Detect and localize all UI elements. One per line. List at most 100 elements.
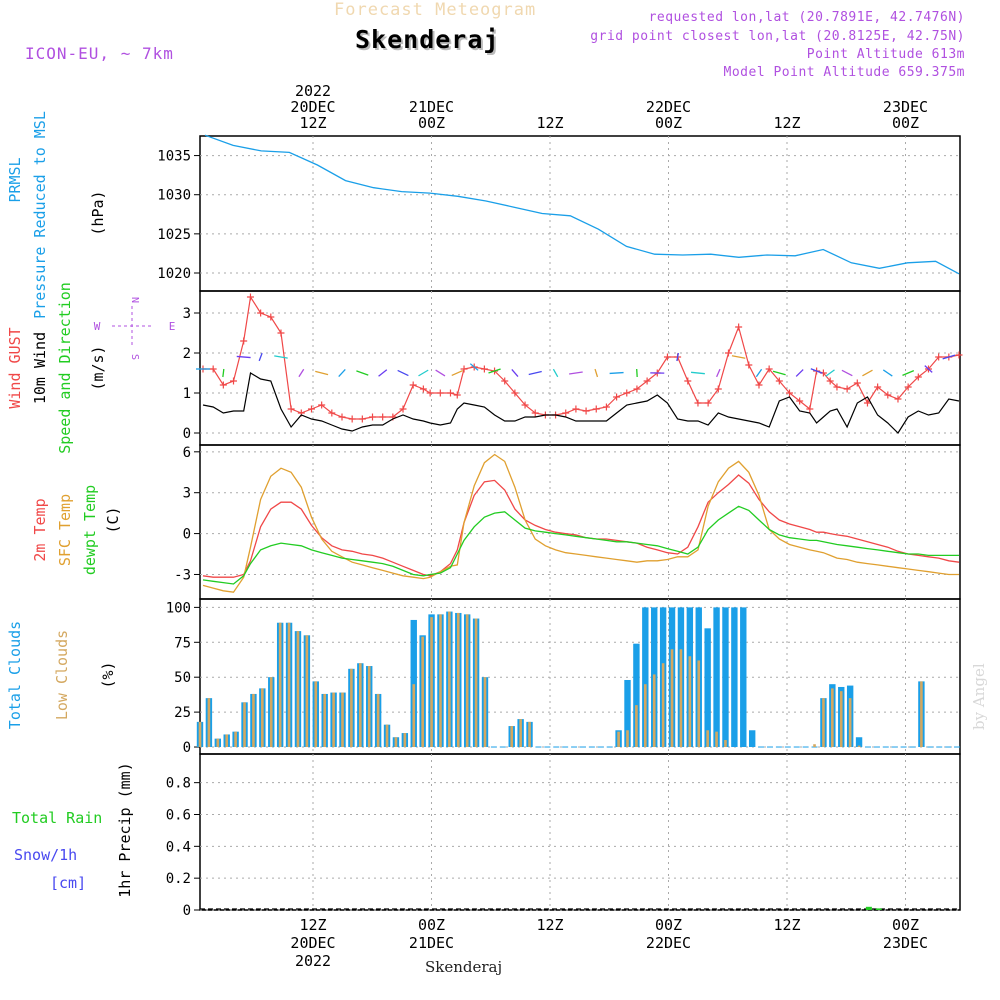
y-tick-label: 0.8 xyxy=(166,776,191,792)
low-cloud-bar xyxy=(465,614,469,748)
gust-point xyxy=(735,323,743,331)
low-cloud-bar xyxy=(359,663,362,748)
gust-point xyxy=(724,349,732,357)
bottom-time-label: 21DEC xyxy=(409,934,454,952)
y-tick-label: 1030 xyxy=(157,188,191,204)
low-cloud-bar xyxy=(831,688,834,748)
y-tick-label: -3 xyxy=(174,567,191,583)
low-cloud-bar xyxy=(635,705,638,748)
low-cloud-bar xyxy=(376,693,380,748)
bottom-time-label: 12Z xyxy=(773,916,800,934)
wind-direction-arrow xyxy=(569,371,583,375)
snow-unit-label: [cm] xyxy=(50,874,86,892)
wind-direction-arrow xyxy=(528,370,542,376)
gust-point xyxy=(562,409,570,417)
wind-direction-arrow xyxy=(469,363,479,371)
gust-point xyxy=(694,399,702,407)
gust-label: Wind GUST xyxy=(6,327,24,408)
wind-direction-arrow xyxy=(810,368,823,374)
low-cloud-bar xyxy=(456,612,460,748)
gust-point xyxy=(613,393,621,401)
compass-south: S xyxy=(129,354,140,360)
low-cloud-bar xyxy=(341,692,344,748)
gust-point xyxy=(796,397,804,405)
gust-point xyxy=(436,389,444,397)
low-cloud-bar xyxy=(252,693,255,748)
low-cloud-bar xyxy=(617,731,620,748)
gust-point xyxy=(935,353,943,361)
gust-point xyxy=(904,383,912,391)
low-cloud-bar xyxy=(474,618,478,748)
total-cloud-bar xyxy=(713,607,720,748)
gust-point xyxy=(246,293,254,301)
low-cloud-bar xyxy=(296,631,300,748)
bottom-time-label: 00Z xyxy=(655,916,682,934)
y-tick-label: 0 xyxy=(183,527,191,543)
wind-direction-arrow xyxy=(236,355,251,359)
gust-point xyxy=(460,365,468,373)
wind-direction-arrow xyxy=(418,369,429,377)
top-time-label: 00Z xyxy=(655,114,682,132)
low-cloud-bar xyxy=(269,677,273,748)
low-cloud-bar xyxy=(715,731,718,748)
gust-point xyxy=(914,373,922,381)
wind-direction-arrow xyxy=(378,369,388,377)
low-cloud-bar xyxy=(243,702,246,748)
top-time-label: 22DEC xyxy=(646,98,691,116)
gust-point xyxy=(287,405,295,413)
total-cloud-bar xyxy=(624,679,631,748)
low-cloud-bar xyxy=(198,721,202,748)
wind-direction-arrow xyxy=(676,352,679,362)
gust-point xyxy=(884,391,892,399)
gust-point xyxy=(521,401,529,409)
gust-point xyxy=(338,413,346,421)
low-cloud-bar xyxy=(287,622,291,748)
gust-line xyxy=(203,295,960,420)
wind-direction-arrow xyxy=(862,369,873,377)
gust-point xyxy=(704,399,712,407)
gust-point xyxy=(511,389,519,397)
point-altitude: Point Altitude 613m xyxy=(806,47,965,62)
wind-direction-arrow xyxy=(451,369,464,377)
gust-point xyxy=(219,381,227,389)
low-cloud-bar xyxy=(626,730,629,748)
gust-point xyxy=(267,313,275,321)
gust-point xyxy=(663,353,671,361)
gust-point xyxy=(369,413,377,421)
top-time-label: 12Z xyxy=(773,114,800,132)
y-tick-label: 50 xyxy=(174,670,191,686)
wind-unit-label: (m/s) xyxy=(89,345,107,390)
low-cloud-bar xyxy=(332,692,335,748)
wind-direction-arrow xyxy=(356,370,369,376)
top-time-label: 00Z xyxy=(418,114,445,132)
precip-unit-label: 1hr Precip (mm) xyxy=(116,762,134,897)
low-cloud-bar xyxy=(323,693,326,748)
panel-frame-wind xyxy=(199,290,961,446)
gust-point xyxy=(257,309,265,317)
pressure-unit-label: (hPa) xyxy=(89,190,107,235)
total-cloud-bar xyxy=(722,607,729,748)
temp-2m-line xyxy=(202,474,960,578)
gust-point xyxy=(785,389,793,397)
low-cloud-bar xyxy=(697,660,701,748)
total-cloud-bar xyxy=(748,730,756,748)
gust-point xyxy=(348,415,356,423)
low-cloud-bar xyxy=(528,721,531,748)
y-tick-label: 3 xyxy=(183,486,191,502)
panel-frame-precipitation xyxy=(199,753,961,911)
bottom-time-label: 2022 xyxy=(295,952,331,970)
gust-point xyxy=(426,389,434,397)
prmsl-label: PRMSL xyxy=(6,157,24,202)
gust-point xyxy=(230,377,238,385)
prmsl-line xyxy=(204,134,960,275)
gust-point xyxy=(623,389,631,397)
temp-unit-label: (C) xyxy=(104,506,122,533)
low-cloud-bar xyxy=(225,734,229,748)
low-cloud-bar xyxy=(670,649,674,748)
y-tick-label: 1025 xyxy=(157,227,191,243)
prmsl-desc-label: Pressure Reduced to MSL xyxy=(31,111,49,319)
y-tick-label: 1 xyxy=(183,386,191,402)
low-cloud-bar xyxy=(822,698,825,748)
gust-point xyxy=(572,405,580,413)
compass-cross xyxy=(112,306,152,346)
